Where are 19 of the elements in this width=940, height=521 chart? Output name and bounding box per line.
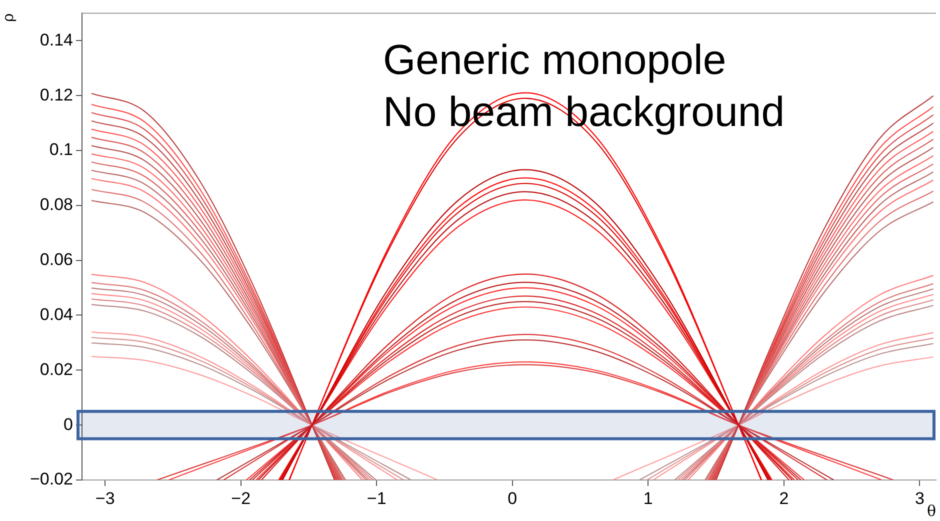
y-tick-label: 0.1 xyxy=(49,140,73,160)
x-tick-label: −1 xyxy=(366,488,386,508)
x-tick-label: 0 xyxy=(508,488,518,508)
x-tick-label: 1 xyxy=(643,488,653,508)
annotation: Generic monopole xyxy=(383,36,726,83)
y-tick-label: 0 xyxy=(64,414,73,434)
x-tick-label: −3 xyxy=(95,488,115,508)
y-axis-title: ρ xyxy=(0,13,17,22)
y-tick-label: 0.08 xyxy=(40,195,73,214)
x-tick-label: 3 xyxy=(914,488,924,508)
x-tick-label: −2 xyxy=(231,488,251,508)
y-tick-label: 0.12 xyxy=(40,85,73,104)
y-tick-label: 0.06 xyxy=(40,250,73,270)
x-tick-label: 2 xyxy=(779,488,789,508)
y-tick-label: 0.02 xyxy=(40,360,73,379)
y-tick-label: −0.02 xyxy=(30,470,73,489)
y-tick-label: 0.04 xyxy=(40,304,73,324)
x-axis-title: θ xyxy=(926,502,936,520)
y-tick-label: 0.14 xyxy=(40,30,73,50)
